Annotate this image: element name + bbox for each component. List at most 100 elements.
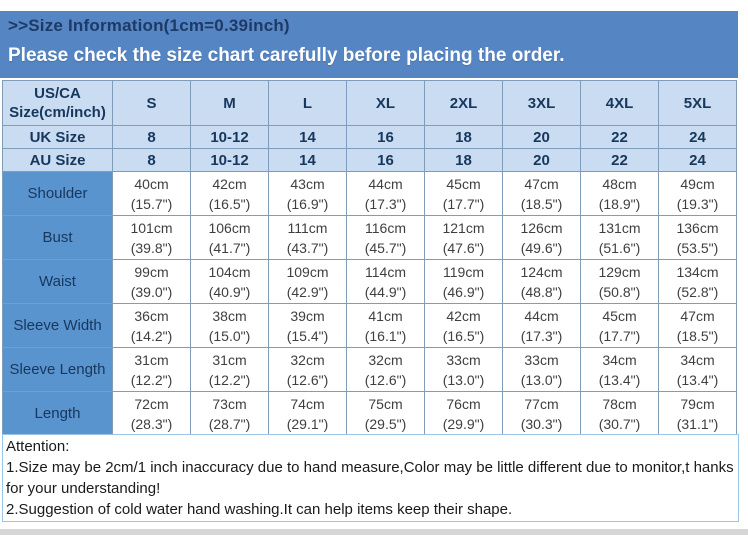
measurement-value-cell: 121cm (47.6")	[424, 215, 503, 260]
measurement-row: Length 72cm (28.3") 73cm (28.7") 74cm (29.1") 7…	[2, 391, 737, 436]
measurement-value-cell: 136cm (53.5")	[658, 215, 737, 260]
size-check-notice: Please check the size chart carefully be…	[8, 45, 565, 66]
measurement-value-cell: 106cm (41.7")	[190, 215, 269, 260]
measurement-value-cell: 36cm (14.2")	[112, 303, 191, 348]
size-column-header: 5XL	[658, 80, 737, 126]
measurement-value-cell: 42cm (16.5")	[424, 303, 503, 348]
region-size-label: AU Size	[2, 148, 113, 172]
measurement-value-cell: 76cm (29.9")	[424, 391, 503, 436]
size-value-cell: 16	[346, 148, 425, 172]
size-column-header: 4XL	[580, 80, 659, 126]
measurement-value-cell: 33cm (13.0")	[424, 347, 503, 392]
measurement-label: Waist	[2, 259, 113, 304]
measurement-value-cell: 79cm (31.1")	[658, 391, 737, 436]
measurement-value-cell: 119cm (46.9")	[424, 259, 503, 304]
size-value-cell: 18	[424, 148, 503, 172]
measurement-value-cell: 40cm (15.7")	[112, 171, 191, 216]
measurement-value-cell: 114cm (44.9")	[346, 259, 425, 304]
size-value-cell: 22	[580, 125, 659, 149]
size-value-cell: 24	[658, 125, 737, 149]
size-column-header: 2XL	[424, 80, 503, 126]
size-column-header: 3XL	[502, 80, 581, 126]
measurement-value-cell: 126cm (49.6")	[502, 215, 581, 260]
measurement-value-cell: 75cm (29.5")	[346, 391, 425, 436]
measurement-row: Shoulder 40cm (15.7") 42cm (16.5") 43cm (16.9"…	[2, 171, 737, 216]
measurement-value-cell: 104cm (40.9")	[190, 259, 269, 304]
size-chart-table: US/CA Size(cm/inch) S M L XL 2XL 3XL 4XL 5XL UK Si…	[2, 80, 737, 436]
measurement-label: Sleeve Length	[2, 347, 113, 392]
measurement-value-cell: 41cm (16.1")	[346, 303, 425, 348]
measurement-label: Sleeve Width	[2, 303, 113, 348]
measurement-value-cell: 131cm (51.6")	[580, 215, 659, 260]
size-value-cell: 18	[424, 125, 503, 149]
size-value-cell: 24	[658, 148, 737, 172]
measurement-row: Bust 101cm (39.8") 106cm (41.7") 111cm (43.7")…	[2, 215, 737, 260]
bottom-strip	[0, 529, 748, 535]
size-equivalent-row: UK Size 8 10-12 14 16 18 20 22 24	[2, 125, 737, 149]
measurement-value-cell: 47cm (18.5")	[502, 171, 581, 216]
size-column-header: M	[190, 80, 269, 126]
measurement-label: Shoulder	[2, 171, 113, 216]
measurement-value-cell: 44cm (17.3")	[346, 171, 425, 216]
size-equivalent-row: AU Size 8 10-12 14 16 18 20 22 24	[2, 148, 737, 172]
measurement-value-cell: 78cm (30.7")	[580, 391, 659, 436]
measurement-value-cell: 32cm (12.6")	[346, 347, 425, 392]
measurement-value-cell: 31cm (12.2")	[190, 347, 269, 392]
measurement-label: Bust	[2, 215, 113, 260]
table-header-row: US/CA Size(cm/inch) S M L XL 2XL 3XL 4XL 5XL	[2, 80, 737, 126]
measurement-value-cell: 116cm (45.7")	[346, 215, 425, 260]
size-info-banner: >>Size Information(1cm=0.39inch) Please …	[0, 11, 738, 78]
attention-title: Attention:	[6, 438, 70, 455]
size-value-cell: 10-12	[190, 125, 269, 149]
size-value-cell: 20	[502, 148, 581, 172]
size-column-header: S	[112, 80, 191, 126]
measurement-value-cell: 43cm (16.9")	[268, 171, 347, 216]
measurement-value-cell: 32cm (12.6")	[268, 347, 347, 392]
measurement-value-cell: 74cm (29.1")	[268, 391, 347, 436]
measurement-value-cell: 34cm (13.4")	[658, 347, 737, 392]
measurement-value-cell: 42cm (16.5")	[190, 171, 269, 216]
measurement-value-cell: 33cm (13.0")	[502, 347, 581, 392]
measurement-value-cell: 31cm (12.2")	[112, 347, 191, 392]
measurement-value-cell: 73cm (28.7")	[190, 391, 269, 436]
measurement-value-cell: 111cm (43.7")	[268, 215, 347, 260]
size-info-title: >>Size Information(1cm=0.39inch)	[8, 16, 290, 35]
size-value-cell: 8	[112, 125, 191, 149]
measurement-row: Sleeve Length 31cm (12.2") 31cm (12.2") 32cm(…	[2, 347, 737, 392]
attention-note-2: 2.Suggestion of cold water hand washing.…	[6, 501, 513, 518]
attention-box: Attention: 1.Size may be 2cm/1 inch inac…	[2, 434, 739, 522]
measurement-value-cell: 48cm (18.9")	[580, 171, 659, 216]
corner-header-cell: US/CA Size(cm/inch)	[2, 80, 113, 126]
measurement-label: Length	[2, 391, 113, 436]
measurement-value-cell: 109cm (42.9")	[268, 259, 347, 304]
size-value-cell: 22	[580, 148, 659, 172]
measurement-value-cell: 34cm (13.4")	[580, 347, 659, 392]
measurement-value-cell: 47cm (18.5")	[658, 303, 737, 348]
measurement-value-cell: 101cm (39.8")	[112, 215, 191, 260]
size-column-header: L	[268, 80, 347, 126]
measurement-value-cell: 38cm (15.0")	[190, 303, 269, 348]
measurement-value-cell: 77cm (30.3")	[502, 391, 581, 436]
measurement-value-cell: 99cm (39.0")	[112, 259, 191, 304]
size-value-cell: 14	[268, 148, 347, 172]
measurement-value-cell: 134cm (52.8")	[658, 259, 737, 304]
measurement-value-cell: 45cm (17.7")	[580, 303, 659, 348]
measurement-row: Waist 99cm (39.0") 104cm (40.9") 109cm (42.9")…	[2, 259, 737, 304]
size-value-cell: 16	[346, 125, 425, 149]
measurement-value-cell: 129cm (50.8")	[580, 259, 659, 304]
size-value-cell: 10-12	[190, 148, 269, 172]
measurement-row: Sleeve Width 36cm (14.2") 38cm (15.0") 39cm (1…	[2, 303, 737, 348]
measurement-value-cell: 45cm (17.7")	[424, 171, 503, 216]
measurement-value-cell: 39cm (15.4")	[268, 303, 347, 348]
size-value-cell: 14	[268, 125, 347, 149]
measurement-value-cell: 72cm (28.3")	[112, 391, 191, 436]
measurement-value-cell: 44cm (17.3")	[502, 303, 581, 348]
measurement-value-cell: 49cm (19.3")	[658, 171, 737, 216]
size-value-cell: 8	[112, 148, 191, 172]
attention-note-1: 1.Size may be 2cm/1 inch inaccuracy due …	[6, 459, 734, 497]
size-column-header: XL	[346, 80, 425, 126]
size-value-cell: 20	[502, 125, 581, 149]
region-size-label: UK Size	[2, 125, 113, 149]
measurement-value-cell: 124cm (48.8")	[502, 259, 581, 304]
